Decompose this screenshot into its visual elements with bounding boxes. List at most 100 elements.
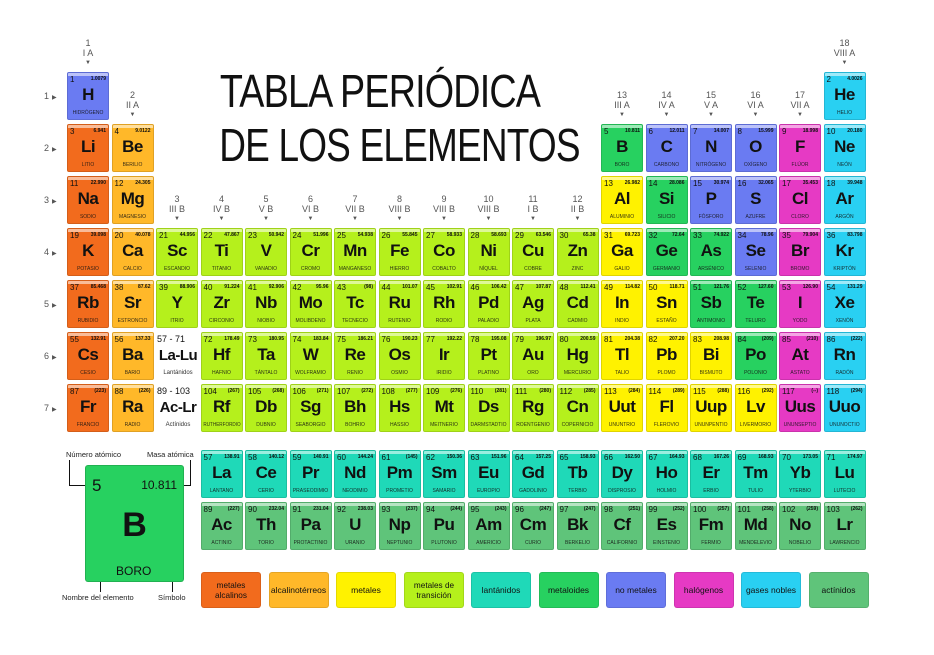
- element-bh[interactable]: 107 (272) Bh BOHRIO: [334, 384, 376, 432]
- element-yb[interactable]: 70 173.05 Yb YTERBIO: [779, 450, 821, 498]
- element-bi[interactable]: 83 208.98 Bi BISMUTO: [690, 332, 732, 380]
- element-be[interactable]: 4 9.0122 Be BERILIO: [111, 124, 154, 172]
- element-pd[interactable]: 46 106.42 Pd PALADIO: [467, 280, 510, 328]
- element-b[interactable]: 5 10.811 B BORO: [601, 124, 643, 172]
- element-ho[interactable]: 67 164.93 Ho HOLMIO: [645, 450, 688, 498]
- element-ti[interactable]: 22 47.867 Ti TITANIO: [200, 228, 243, 276]
- element-ar[interactable]: 18 39.948 Ar ARGÓN: [823, 176, 866, 224]
- element-po[interactable]: 84 (209) Po POLONIO: [734, 332, 777, 380]
- legend-md[interactable]: metaloides: [538, 572, 599, 608]
- element-pm[interactable]: 61 (145) Pm PROMETIO: [378, 450, 421, 498]
- legend-ae[interactable]: alcalinotérreos: [268, 572, 329, 608]
- element-no[interactable]: 102 (259) No NOBELIO: [779, 502, 821, 550]
- element-os[interactable]: 76 190.23 Os OSMIO: [378, 332, 421, 380]
- element-kr[interactable]: 36 83.798 Kr KRIPTÓN: [823, 228, 866, 276]
- element-hg[interactable]: 80 200.59 Hg MERCURIO: [556, 332, 599, 380]
- element-ru[interactable]: 44 101.07 Ru RUTENIO: [378, 280, 421, 328]
- legend-mt[interactable]: metales: [336, 572, 396, 608]
- element-am[interactable]: 95 (243) Am AMERICIO: [467, 502, 510, 550]
- element-ce[interactable]: 58 140.12 Ce CERIO: [245, 450, 287, 498]
- element-cr[interactable]: 24 51.996 Cr CROMO: [289, 228, 332, 276]
- element-cs[interactable]: 55 132.91 Cs CESIO: [67, 332, 109, 380]
- element-ga[interactable]: 31 69.723 Ga GALIO: [601, 228, 643, 276]
- element-uus[interactable]: 117 (--) Uus UNUNSEPTIO: [779, 384, 821, 432]
- lanthanides-placeholder[interactable]: 57 - 71 La-Lu Lantánidos: [156, 332, 200, 380]
- element-rb[interactable]: 37 85.468 Rb RUBIDIO: [67, 280, 109, 328]
- element-lv[interactable]: 116 (292) Lv LIVERMORIO: [734, 384, 777, 432]
- element-nb[interactable]: 41 92.906 Nb NIOBIO: [245, 280, 287, 328]
- element-ge[interactable]: 32 72.64 Ge GERMANIO: [645, 228, 688, 276]
- legend-ha[interactable]: halógenos: [673, 572, 734, 608]
- legend-ng[interactable]: gases nobles: [741, 572, 801, 608]
- element-si[interactable]: 14 28.086 Si SILICIO: [645, 176, 688, 224]
- element-cm[interactable]: 96 (247) Cm CURIO: [512, 502, 554, 550]
- element-sn[interactable]: 50 118.71 Sn ESTAÑO: [645, 280, 688, 328]
- element-sg[interactable]: 106 (271) Sg SEABORGIO: [289, 384, 332, 432]
- element-pb[interactable]: 82 207.20 Pb PLOMO: [645, 332, 688, 380]
- element-sr[interactable]: 38 87.62 Sr ESTRONCIO: [111, 280, 154, 328]
- element-xe[interactable]: 54 131.29 Xe XENÓN: [823, 280, 866, 328]
- element-u[interactable]: 92 238.03 U URANIO: [334, 502, 376, 550]
- element-ta[interactable]: 73 180.95 Ta TÁNTALO: [245, 332, 287, 380]
- legend-la[interactable]: lantánidos: [471, 572, 531, 608]
- element-fl[interactable]: 114 (289) Fl FLEROVIO: [645, 384, 688, 432]
- legend-al[interactable]: metales alcalinos: [201, 572, 261, 608]
- element-np[interactable]: 93 (237) Np NEPTUNIO: [378, 502, 421, 550]
- element-as[interactable]: 33 74.922 As ARSÉNICO: [690, 228, 732, 276]
- element-ne[interactable]: 10 20.180 Ne NEÓN: [823, 124, 866, 172]
- element-uup[interactable]: 115 (288) Uup UNUNPENTIO: [690, 384, 732, 432]
- element-f[interactable]: 9 18.998 F FLÚOR: [779, 124, 821, 172]
- element-at[interactable]: 85 (210) At ASTATO: [779, 332, 821, 380]
- element-lr[interactable]: 103 (262) Lr LAWRENCIO: [823, 502, 866, 550]
- element-he[interactable]: 2 4.0026 He HELIO: [823, 72, 866, 120]
- element-zn[interactable]: 30 65.38 Zn ZINC: [556, 228, 599, 276]
- element-fe[interactable]: 26 55.845 Fe HIERRO: [378, 228, 421, 276]
- element-pu[interactable]: 94 (244) Pu PLUTONIO: [423, 502, 465, 550]
- element-lu[interactable]: 71 174.97 Lu LUTECIO: [823, 450, 866, 498]
- element-ba[interactable]: 56 137.33 Ba BARIO: [111, 332, 154, 380]
- legend-tr[interactable]: metales de transición: [403, 572, 464, 608]
- element-h[interactable]: 1 1.0079 H HIDRÓGENO: [67, 72, 109, 120]
- element-th[interactable]: 90 232.04 Th TORIO: [245, 502, 287, 550]
- element-pa[interactable]: 91 231.04 Pa PROTACTINIO: [289, 502, 332, 550]
- element-na[interactable]: 11 22.990 Na SODIO: [67, 176, 109, 224]
- element-rg[interactable]: 111 (280) Rg ROENTGENIO: [512, 384, 554, 432]
- element-rn[interactable]: 86 (222) Rn RADÓN: [823, 332, 866, 380]
- element-gd[interactable]: 64 157.25 Gd GADOLINIO: [512, 450, 554, 498]
- element-c[interactable]: 6 12.011 C CARBONO: [645, 124, 688, 172]
- element-mt[interactable]: 109 (276) Mt MEITNERIO: [423, 384, 465, 432]
- legend-nm[interactable]: no metales: [606, 572, 666, 608]
- element-bk[interactable]: 97 (247) Bk BERKELIO: [556, 502, 599, 550]
- element-md[interactable]: 101 (258) Md MENDELEVIO: [734, 502, 777, 550]
- element-mo[interactable]: 42 95.96 Mo MOLIBDENO: [289, 280, 332, 328]
- element-sb[interactable]: 51 121.76 Sb ANTIMONIO: [690, 280, 732, 328]
- element-s[interactable]: 16 32.065 S AZUFRE: [734, 176, 777, 224]
- element-ir[interactable]: 77 192.22 Ir IRIDIO: [423, 332, 465, 380]
- element-ac[interactable]: 89 (227) Ac ACTINIO: [200, 502, 243, 550]
- element-rf[interactable]: 104 (267) Rf RUTHERFORDIO: [200, 384, 243, 432]
- element-w[interactable]: 74 183.84 W WOLFRAMIO: [289, 332, 332, 380]
- element-al[interactable]: 13 26.982 Al ALUMINIO: [601, 176, 643, 224]
- element-tm[interactable]: 69 168.93 Tm TULIO: [734, 450, 777, 498]
- legend-ac[interactable]: actínidos: [808, 572, 869, 608]
- element-rh[interactable]: 45 102.91 Rh RODIO: [423, 280, 465, 328]
- element-v[interactable]: 23 50.942 V VANADIO: [245, 228, 287, 276]
- element-cl[interactable]: 17 35.453 Cl CLORO: [779, 176, 821, 224]
- element-zr[interactable]: 40 91.224 Zr CIRCONIO: [200, 280, 243, 328]
- element-la[interactable]: 57 138.91 La LANTANO: [200, 450, 243, 498]
- element-pt[interactable]: 78 195.08 Pt PLATINO: [467, 332, 510, 380]
- element-ni[interactable]: 28 58.693 Ni NÍQUEL: [467, 228, 510, 276]
- element-mn[interactable]: 25 54.938 Mn MANGANESO: [334, 228, 376, 276]
- element-tl[interactable]: 81 204.38 Tl TALIO: [601, 332, 643, 380]
- element-cu[interactable]: 29 63.546 Cu COBRE: [512, 228, 554, 276]
- element-db[interactable]: 105 (268) Db DUBNIO: [245, 384, 287, 432]
- element-br[interactable]: 35 79.904 Br BROMO: [779, 228, 821, 276]
- element-tc[interactable]: 43 (98) Tc TECNECIO: [334, 280, 376, 328]
- element-co[interactable]: 27 58.933 Co COBALTO: [423, 228, 465, 276]
- actinides-placeholder[interactable]: 89 - 103 Ac-Lr Actínidos: [156, 384, 200, 432]
- element-o[interactable]: 8 15.999 O OXÍGENO: [734, 124, 777, 172]
- element-cn[interactable]: 112 (285) Cn COPERNICIO: [556, 384, 599, 432]
- element-i[interactable]: 53 126.90 I YODO: [779, 280, 821, 328]
- element-y[interactable]: 39 88.906 Y ITRIO: [156, 280, 198, 328]
- element-ca[interactable]: 20 40.078 Ca CALCIO: [111, 228, 154, 276]
